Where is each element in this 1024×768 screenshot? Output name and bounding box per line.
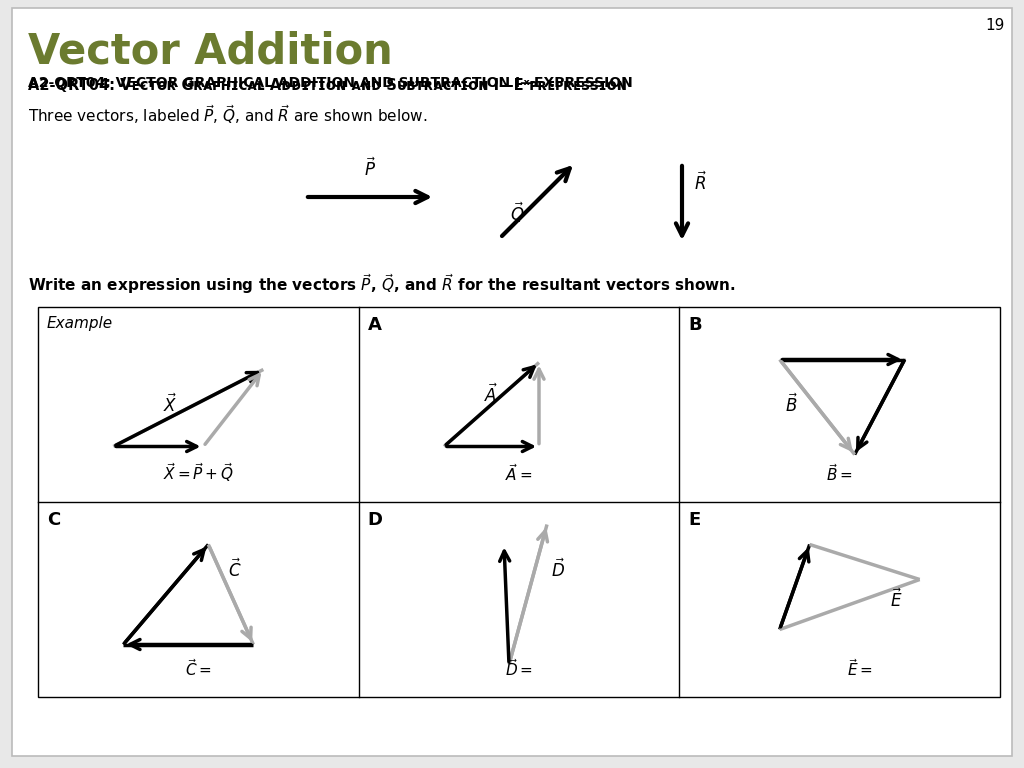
Text: $\vec{D} =$: $\vec{D} =$ — [505, 658, 532, 679]
Text: A: A — [368, 316, 382, 334]
Text: $\vec{X}$: $\vec{X}$ — [163, 393, 177, 415]
Text: B: B — [688, 316, 702, 334]
Text: D: D — [368, 511, 383, 529]
Text: Three vectors, labeled $\vec{P}$, $\vec{Q}$, and $\vec{R}$ are shown below.: Three vectors, labeled $\vec{P}$, $\vec{… — [28, 103, 427, 126]
Text: A2-QRT04: VECTOR GRAPHICAL ADDITION AND SUBTRACTION I—EXPRESSION: A2-QRT04: VECTOR GRAPHICAL ADDITION AND … — [28, 76, 633, 90]
Text: $\vec{E} =$: $\vec{E} =$ — [847, 658, 872, 679]
Text: $\vec{A} =$: $\vec{A} =$ — [505, 463, 532, 484]
Text: $\vec{B}$: $\vec{B}$ — [784, 393, 798, 415]
Text: $\vec{D}$: $\vec{D}$ — [551, 558, 565, 581]
Text: $\vec{R}$: $\vec{R}$ — [694, 172, 708, 194]
Text: Write an expression using the vectors $\vec{P}$, $\vec{Q}$, and $\vec{R}$ for th: Write an expression using the vectors $\… — [28, 272, 736, 296]
Text: $\vec{A}$: $\vec{A}$ — [484, 383, 498, 406]
Text: $\vec{B} =$: $\vec{B} =$ — [826, 463, 853, 484]
Text: Vector Addition: Vector Addition — [28, 31, 393, 73]
Bar — [38, 307, 1000, 697]
FancyBboxPatch shape — [12, 8, 1012, 756]
Text: 19: 19 — [986, 18, 1005, 33]
Text: $\vec{C} =$: $\vec{C} =$ — [185, 658, 212, 679]
Text: E: E — [688, 511, 700, 529]
Text: A2-QRT04: Vᴇᴄᴛᴏʀ Gʀᴀᴘʜɪᴄᴀʟ Aᴅᴅɪᴛɪᴏɴ ᴀɴᴅ Sᴜʙᴛʀᴀᴄᴛɪᴏɴ I—Eˣᴘʀᴇᴘʀᴇѕѕɪᴏɴ: A2-QRT04: Vᴇᴄᴛᴏʀ Gʀᴀᴘʜɪᴄᴀʟ Aᴅᴅɪᴛɪᴏɴ ᴀɴᴅ … — [28, 78, 627, 93]
Text: $\vec{X} = \vec{P} + \vec{Q}$: $\vec{X} = \vec{P} + \vec{Q}$ — [163, 461, 233, 484]
Text: Example: Example — [47, 316, 113, 331]
Text: $\vec{P}$: $\vec{P}$ — [364, 157, 376, 180]
Text: $\vec{E}$: $\vec{E}$ — [890, 588, 902, 611]
Text: C: C — [47, 511, 60, 529]
Text: $\vec{Q}$: $\vec{Q}$ — [510, 200, 524, 225]
Text: $\vec{C}$: $\vec{C}$ — [228, 558, 242, 581]
